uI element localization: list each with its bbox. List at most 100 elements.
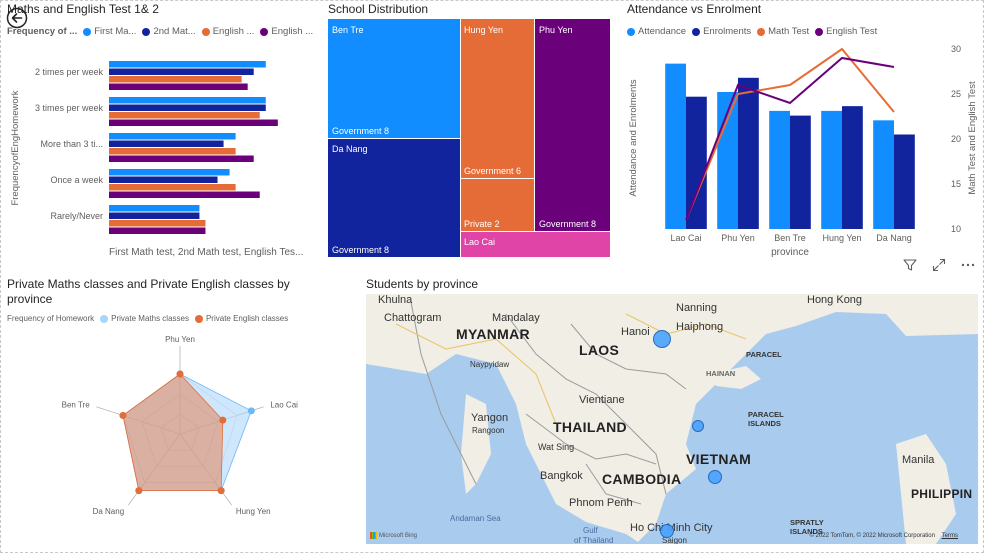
focus-mode-icon[interactable]: [932, 258, 946, 274]
treemap-tile-ben-tre[interactable]: Ben Tre Government 8: [328, 19, 460, 138]
radar-chart-plot[interactable]: Phu Yen Lao Cai Hung Yen Da Nang Ben Tre: [4, 272, 356, 550]
radar-visual[interactable]: Private Maths classes and Private Englis…: [4, 272, 356, 550]
map-label-vientiane: Vientiane: [579, 394, 625, 406]
legend-dot: [100, 314, 109, 323]
bar-mark[interactable]: [109, 155, 254, 163]
bar-chart-plot[interactable]: 2 times per week 3 times per week More tha…: [4, 0, 322, 262]
legend-item-first-math[interactable]: First Ma...: [83, 26, 136, 37]
radar-point[interactable]: [219, 416, 227, 424]
combo-bar-mark[interactable]: [686, 96, 707, 229]
combo-left-axis-title: Attendance and Enrolments: [628, 79, 639, 196]
radar-axis-label: Da Nang: [93, 507, 125, 516]
combo-bar-mark[interactable]: [665, 63, 686, 229]
map-bubble-hanoi[interactable]: [653, 330, 671, 348]
bar-mark[interactable]: [109, 212, 200, 220]
legend-item-english-test[interactable]: English Test: [815, 26, 877, 37]
tile-sublabel: Government 8: [539, 219, 597, 229]
map-visual[interactable]: Students by province: [362, 272, 982, 550]
tile-label: Phu Yen: [539, 25, 573, 35]
bar-mark[interactable]: [109, 220, 206, 227]
combo-visual[interactable]: Attendance vs Enrolment Attendance Enrol…: [620, 0, 982, 276]
bar-mark[interactable]: [109, 119, 278, 127]
treemap-tile-hung-yen-private[interactable]: Private 2: [461, 179, 534, 231]
map-label-thailand: THAILAND: [553, 419, 627, 435]
combo-chart-plot[interactable]: Lao Cai Phu Yen Ben Tre Hung Yen Da Nang 10 15…: [620, 0, 982, 262]
map-bubble-hcmc[interactable]: [660, 524, 674, 538]
bar-mark[interactable]: [109, 104, 266, 112]
bar-mark[interactable]: [109, 140, 224, 148]
back-arrow-icon[interactable]: [6, 7, 28, 29]
combo-bar-mark[interactable]: [821, 110, 842, 229]
radar-series-area[interactable]: [122, 373, 224, 492]
bar-category-label: Rarely/Never: [50, 211, 103, 221]
bar-mark[interactable]: [109, 97, 266, 104]
combo-x-tick-label: Phu Yen: [721, 233, 755, 243]
combo-bar-mark[interactable]: [738, 77, 759, 229]
radar-point[interactable]: [119, 411, 127, 419]
legend-label: English ...: [212, 26, 255, 37]
legend-item-private-maths[interactable]: Private Maths classes: [100, 314, 189, 323]
radar-point[interactable]: [217, 487, 225, 495]
combo-bar-mark[interactable]: [790, 115, 811, 229]
legend-item-enrolments[interactable]: Enrolments: [692, 26, 751, 37]
combo-x-axis-title: province: [771, 247, 809, 258]
legend-label: English ...: [271, 26, 314, 37]
legend-item-math-test[interactable]: Math Test: [757, 26, 809, 37]
map-label-spratly: SPRATLY: [790, 518, 824, 527]
radar-point[interactable]: [135, 487, 143, 495]
bar-mark[interactable]: [109, 169, 230, 176]
combo-bar-mark[interactable]: [894, 134, 915, 230]
bar-legend-title: Frequency of ...: [7, 26, 78, 37]
bar-mark[interactable]: [109, 68, 254, 76]
legend-item-2nd-math[interactable]: 2nd Mat...: [142, 26, 196, 37]
map-label-bangkok: Bangkok: [540, 470, 583, 482]
more-options-icon[interactable]: [960, 258, 976, 274]
legend-item-private-english[interactable]: Private English classes: [194, 314, 288, 323]
bar-mark[interactable]: [109, 83, 248, 91]
combo-line-english-test[interactable]: [685, 56, 895, 221]
bar-mark[interactable]: [109, 184, 236, 191]
bar-category-label: 2 times per week: [35, 67, 104, 77]
map-label-yangon: Yangon: [471, 412, 509, 424]
bar-mark[interactable]: [109, 112, 260, 119]
combo-bar-mark[interactable]: [873, 120, 894, 229]
map-label-rangoon: Rangoon: [472, 426, 505, 435]
map-bubble-south-central[interactable]: [708, 470, 722, 484]
treemap-visual[interactable]: School Distribution Ben Tre Government 8…: [326, 0, 612, 262]
treemap-tile-hung-yen[interactable]: Hung Yen Government 6: [461, 19, 534, 178]
legend-item-attendance[interactable]: Attendance: [627, 26, 686, 37]
map-bubble-central[interactable]: [692, 420, 704, 432]
bar-mark[interactable]: [109, 176, 218, 184]
combo-line-math-test[interactable]: [685, 47, 895, 221]
bar-mark[interactable]: [109, 133, 236, 140]
map-terms-link[interactable]: Terms: [941, 533, 958, 539]
tile-label: Ben Tre: [332, 25, 364, 35]
filter-icon[interactable]: [903, 258, 917, 274]
legend-dot: [815, 27, 824, 36]
bar-mark[interactable]: [109, 191, 260, 199]
radar-point[interactable]: [176, 370, 184, 378]
combo-bar-mark[interactable]: [842, 106, 863, 229]
treemap-tile-phu-yen[interactable]: Phu Yen Government 8: [535, 19, 610, 231]
bar-visual[interactable]: Maths and English Test 1& 2 Frequency of…: [4, 0, 322, 262]
tile-sublabel: Private 2: [464, 219, 500, 229]
bar-mark[interactable]: [109, 205, 200, 212]
treemap-tile-lao-cai[interactable]: Lao Cai: [461, 232, 610, 257]
bar-mark[interactable]: [109, 227, 206, 235]
bar-mark[interactable]: [109, 148, 236, 155]
map-label-vietnam: VIETNAM: [686, 451, 752, 467]
map-label-hong-kong: Hong Kong: [807, 294, 863, 306]
map-label-of-thailand: of Thailand: [574, 536, 614, 544]
bar-mark[interactable]: [109, 61, 266, 68]
bar-legend: Frequency of ... First Ma... 2nd Mat... …: [7, 26, 319, 37]
map-canvas[interactable]: MYANMAR LAOS THAILAND VIETNAM CAMBODIA P…: [366, 294, 978, 544]
legend-item-english-1[interactable]: English ...: [201, 26, 255, 37]
legend-item-english-2[interactable]: English ...: [260, 26, 313, 37]
radar-axis-label: Lao Cai: [270, 401, 298, 410]
combo-bar-mark[interactable]: [769, 110, 790, 229]
radar-point[interactable]: [247, 407, 255, 415]
bar-mark[interactable]: [109, 76, 242, 83]
treemap-tile-da-nang[interactable]: Da Nang Government 8: [328, 139, 460, 257]
radar-axis-label: Phu Yen: [165, 335, 195, 344]
legend-dot: [627, 27, 635, 36]
